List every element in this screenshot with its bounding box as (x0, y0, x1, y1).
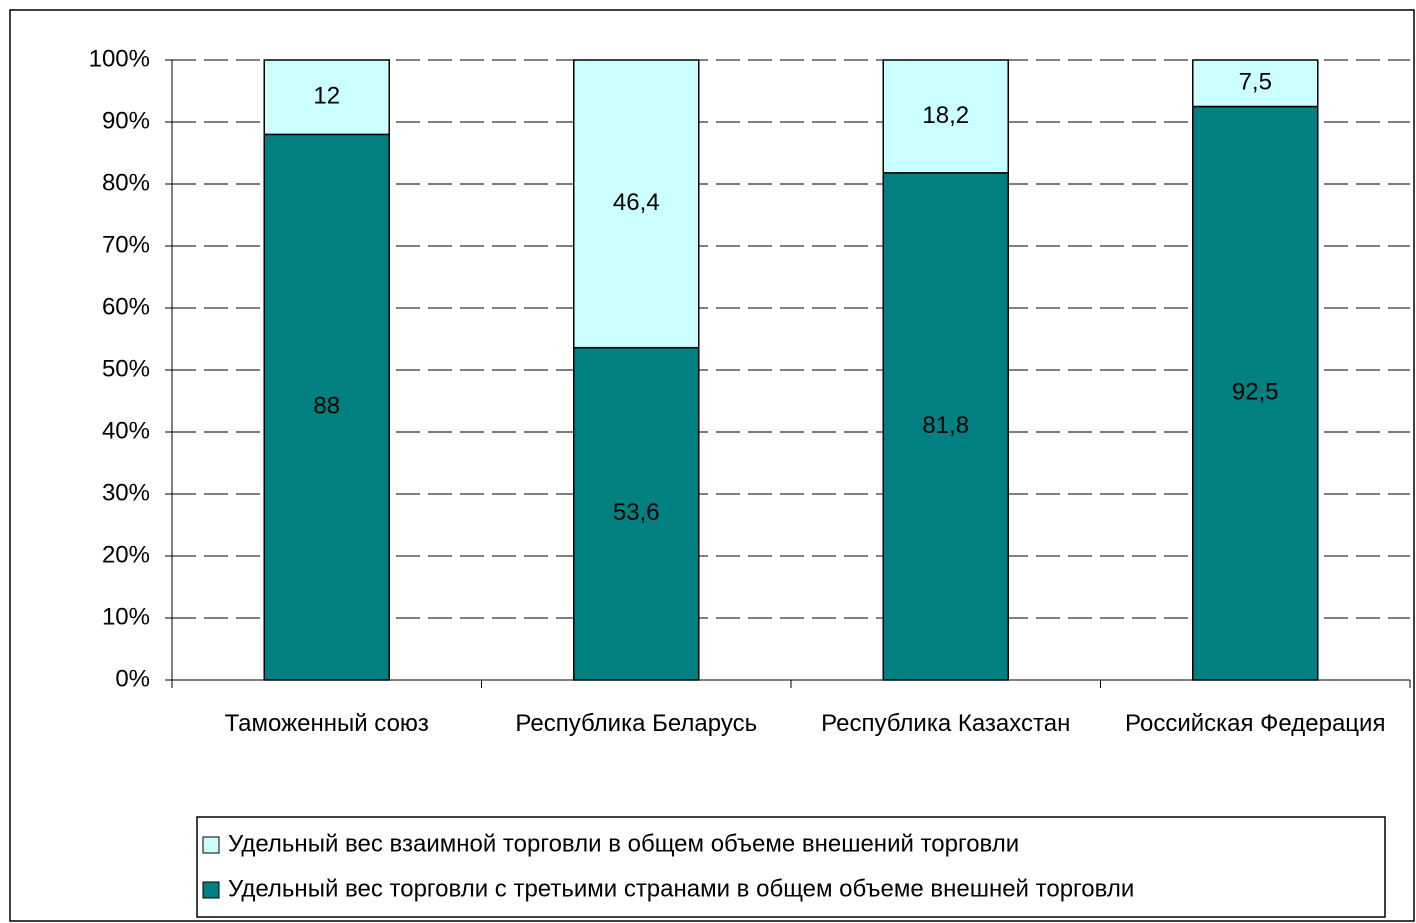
bar-segment (263, 133, 390, 681)
y-tick-label: 10% (102, 603, 150, 630)
legend-swatch (202, 836, 220, 854)
x-tick-label: Российская Федерация (1125, 710, 1386, 737)
y-tick-label: 0% (115, 665, 150, 692)
chart-frame (9, 9, 1415, 922)
legend-label: Удельный вес торговли с третьими странам… (228, 875, 1134, 902)
legend-swatch (202, 881, 220, 899)
y-tick-label: 90% (102, 107, 150, 134)
data-label: 88 (313, 393, 340, 420)
bar-segment (263, 59, 390, 136)
y-tick-label: 30% (102, 479, 150, 506)
data-label: 81,8 (922, 412, 969, 439)
data-label: 7,5 (1239, 69, 1272, 96)
data-label: 92,5 (1232, 379, 1279, 406)
y-tick-label: 70% (102, 231, 150, 258)
y-tick-label: 60% (102, 293, 150, 320)
bar-segment (573, 346, 700, 681)
y-tick-label: 80% (102, 169, 150, 196)
data-label: 18,2 (922, 102, 969, 129)
x-tick-label: Таможенный союз (224, 710, 429, 737)
data-label: 53,6 (613, 499, 660, 526)
bar-segment (882, 172, 1009, 681)
bar-segment (1192, 59, 1319, 108)
y-tick-label: 100% (89, 45, 150, 72)
data-label: 46,4 (613, 189, 660, 216)
y-tick-label: 20% (102, 541, 150, 568)
y-tick-label: 50% (102, 355, 150, 382)
bar-segment (573, 59, 700, 349)
y-tick-label: 40% (102, 417, 150, 444)
data-label: 12 (313, 83, 340, 110)
x-tick-label: Республика Казахстан (821, 710, 1071, 737)
bar-segment (1192, 105, 1319, 681)
legend-frame (196, 816, 1386, 918)
bar-segment (882, 59, 1009, 174)
x-tick-label: Республика Беларусь (515, 710, 758, 737)
legend-label: Удельный вес взаимной торговли в общем о… (228, 830, 1019, 857)
